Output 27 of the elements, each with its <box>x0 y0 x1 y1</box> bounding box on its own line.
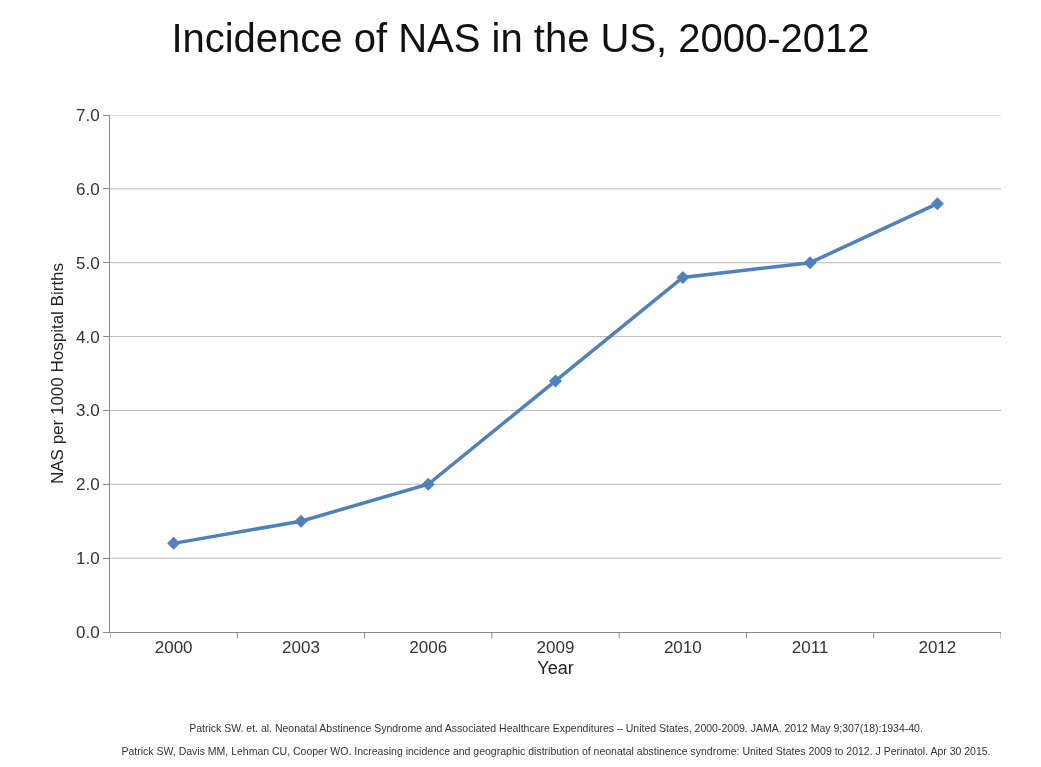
y-tick-label: 3.0 <box>75 401 100 421</box>
point <box>676 270 690 284</box>
chart-title: Incidence of NAS in the US, 2000-2012 <box>171 16 870 61</box>
point <box>803 256 817 270</box>
y-axis-title: NAS per 1000 Hospital Births <box>47 262 67 485</box>
text: Patrick SW, Davis MM, Lehman CU, Cooper WO. Increasing incidence and geographic distribution of neonatal abstinence syndrome: United States 2009 to 2012. J Perinatol. Apr 30 2015. <box>121 745 991 757</box>
y-tick-label: 2.0 <box>75 475 100 495</box>
point <box>167 536 181 550</box>
y-tick-label: 4.0 <box>75 327 100 347</box>
x-tick-label: 2009 <box>536 638 575 658</box>
x-axis-title: Year <box>537 657 574 678</box>
y-tick-label: 6.0 <box>75 179 100 199</box>
point <box>294 514 308 528</box>
x-tick-label: 2006 <box>409 638 448 658</box>
text: Patrick SW. et. al. Neonatal Abstinence Syndrome and Associated Healthcare Expenditures – United States, 2000-2009. JAMA. 2012 May 9;307(18):1934-40. <box>189 722 923 734</box>
x-tick-label: 2011 <box>791 638 829 658</box>
x-tick-label: 2000 <box>154 638 193 658</box>
y-tick-label: 1.0 <box>75 549 100 569</box>
y-tick-label: 5.0 <box>75 253 100 273</box>
x-tick-label: 2003 <box>282 638 320 658</box>
point <box>421 477 435 491</box>
y-tick-label: 0.0 <box>75 622 100 642</box>
x-tick-label: 2010 <box>663 638 702 658</box>
x-tick-label: 2012 <box>918 638 957 658</box>
point <box>930 197 944 211</box>
y-tick-label: 7.0 <box>75 105 100 125</box>
point <box>549 374 562 388</box>
